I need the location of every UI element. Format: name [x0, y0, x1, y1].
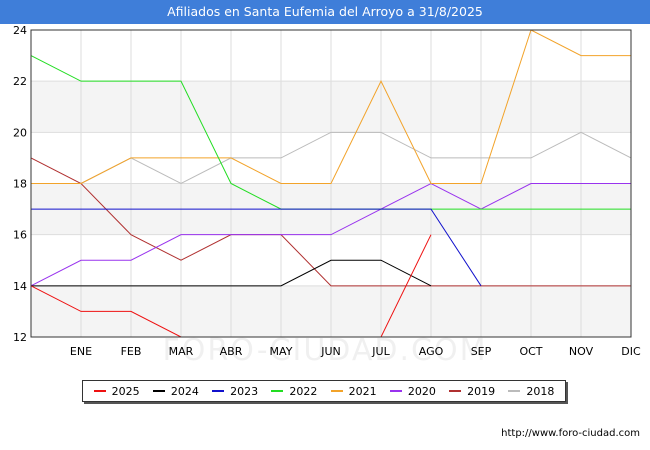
series-line-2025 [31, 234, 432, 337]
x-tick-label: ENE [70, 345, 92, 358]
legend-label: 2023 [230, 384, 259, 398]
legend-item-2023: 2023 [212, 385, 258, 398]
y-tick-label: 12 [13, 331, 27, 344]
series-line-2020 [31, 182, 631, 287]
x-tick-label: MAY [270, 345, 293, 358]
x-tick-label: FEB [121, 345, 142, 358]
legend-item-2022: 2022 [271, 385, 317, 398]
x-tick-label: MAR [169, 345, 194, 358]
x-tick-label: DIC [621, 345, 641, 358]
legend-swatch [330, 390, 343, 392]
y-tick-label: 20 [13, 126, 27, 139]
legend-item-2018: 2018 [508, 385, 554, 398]
legend-label: 2024 [170, 384, 199, 398]
legend-label: 2018 [526, 384, 555, 398]
x-tick-label: SEP [471, 345, 492, 358]
series-line-2024 [31, 259, 432, 287]
source-url: http://www.foro-ciudad.com [501, 428, 640, 439]
legend: 2025 2024 2023 2022 2021 2020 2019 2018 [82, 380, 566, 402]
y-tick-label: 22 [13, 75, 27, 88]
legend-swatch [508, 390, 521, 392]
y-axis: 12 14 16 18 20 22 24 [13, 24, 27, 344]
legend-item-2024: 2024 [152, 384, 199, 398]
x-axis: ENE FEB MAR ABR MAY JUN JUL AGO SEP OCT NOV DIC [70, 345, 641, 358]
legend-swatch [389, 390, 402, 392]
x-tick-label: ABR [220, 345, 243, 358]
legend-item-2025: 2025 [93, 384, 140, 398]
series-line-2023 [31, 208, 482, 287]
legend-label: 2020 [407, 384, 436, 398]
series-line-2021 [31, 30, 631, 184]
x-tick-label: OCT [519, 345, 542, 358]
series-lines [31, 30, 631, 337]
legend-swatch [152, 390, 165, 392]
watermark: FORO-CIUDAD.COM [162, 333, 488, 368]
legend-item-2020: 2020 [389, 384, 436, 398]
series-line-2019 [31, 157, 631, 287]
legend-swatch [212, 390, 225, 392]
legend-item-2019: 2019 [449, 385, 495, 398]
chart-title: Afiliados en Santa Eufemia del Arroyo a … [0, 0, 650, 24]
x-tick-label: AGO [419, 345, 444, 358]
x-tick-label: NOV [569, 345, 594, 358]
legend-swatch [93, 390, 106, 392]
y-tick-label: 14 [13, 280, 27, 293]
legend-label: 2022 [289, 384, 318, 398]
x-tick-label: JUN [320, 345, 341, 358]
x-tick-label: JUL [371, 345, 390, 358]
legend-swatch [449, 390, 462, 392]
legend-label: 2019 [467, 384, 496, 398]
plot-frame [30, 29, 632, 338]
legend-swatch [271, 390, 284, 392]
y-tick-label: 18 [13, 178, 27, 191]
legend-label: 2025 [111, 384, 140, 398]
legend-item-2021: 2021 [330, 384, 377, 398]
y-tick-label: 24 [13, 24, 27, 37]
y-tick-label: 16 [13, 229, 27, 242]
legend-label: 2021 [348, 384, 377, 398]
